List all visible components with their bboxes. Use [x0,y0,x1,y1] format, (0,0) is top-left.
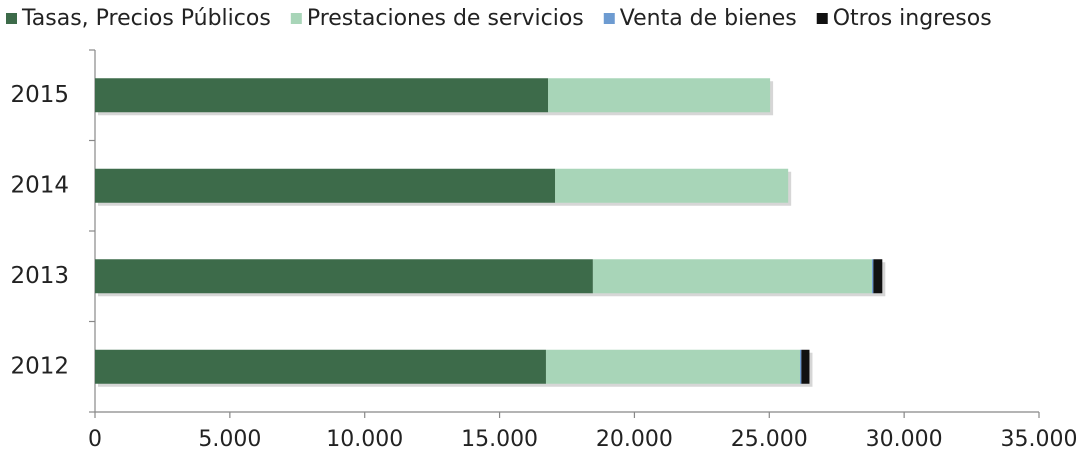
bar-segment [873,259,883,294]
legend-label: Venta de bienes [620,6,797,31]
y-tick-label: 2013 [10,263,69,289]
bar-segment [800,349,802,384]
legend-label: Prestaciones de servicios [307,6,584,31]
bar-segment [592,259,873,294]
bar-segment [95,78,549,113]
x-tick-label: 15.000 [461,427,538,452]
bar-segment [95,259,593,294]
bar-segment [801,349,810,384]
legend-swatch [290,13,302,24]
bar-segment [95,168,556,203]
y-tick-label: 2014 [10,172,69,198]
x-tick-label: 0 [88,427,102,452]
x-tick-label: 5.000 [198,427,261,452]
x-tick-label: 10.000 [326,427,403,452]
x-tick-label: 30.000 [866,427,943,452]
legend-label: Otros ingresos [833,6,992,31]
bar-segment [548,78,771,113]
bar-segment [872,259,874,294]
x-tick-label: 20.000 [596,427,673,452]
legend-swatch [6,13,17,24]
bar-segment [555,168,789,203]
x-tick-label: 25.000 [731,427,808,452]
legend-label: Tasas, Precios Públicos [21,6,271,31]
x-tick-label: 35.000 [1001,427,1078,452]
y-tick-label: 2015 [10,82,69,108]
bar-segment [545,349,801,384]
legend-swatch [603,13,615,24]
legend-swatch [816,13,828,24]
bar-segment [95,349,546,384]
y-tick-label: 2012 [10,353,69,379]
